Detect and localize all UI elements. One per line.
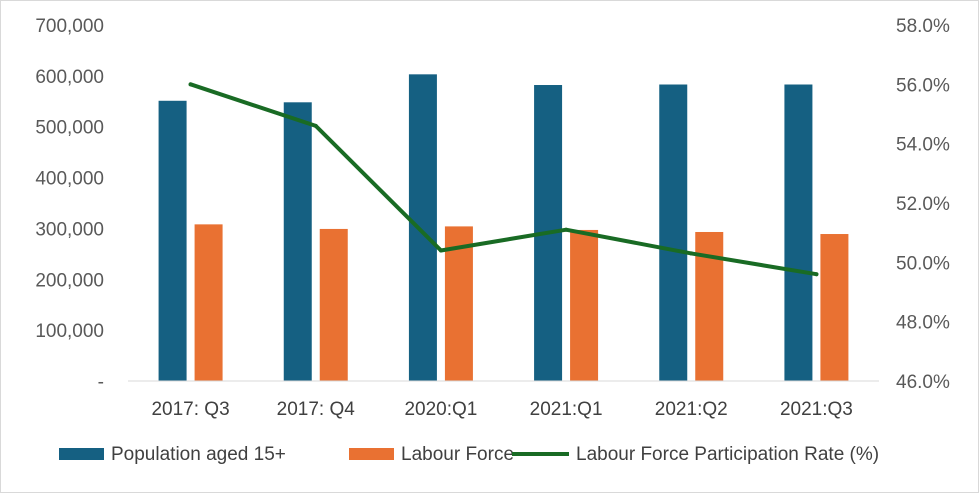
population-bar bbox=[158, 100, 187, 381]
left-tick-label: - bbox=[98, 372, 104, 393]
rate-point bbox=[814, 272, 819, 277]
labour-force-bar bbox=[194, 224, 223, 381]
right-axis: 46.0% 48.0% 50.0% 52.0% 54.0% 56.0% 58.0% bbox=[896, 16, 950, 393]
category-labels: 2017: Q3 2017: Q4 2020:Q1 2021:Q1 2021:Q2 202… bbox=[151, 399, 852, 420]
right-tick-label: 50.0% bbox=[896, 253, 950, 274]
labour-force-bar bbox=[319, 228, 348, 381]
legend: Population aged 15+ Labour Force Labour Fo… bbox=[59, 444, 879, 465]
labour-force-bar bbox=[444, 226, 473, 381]
population-bar bbox=[283, 102, 312, 381]
right-tick-label: 52.0% bbox=[896, 194, 950, 215]
legend-population-swatch bbox=[59, 448, 104, 460]
left-tick-label: 300,000 bbox=[35, 219, 104, 240]
category-label: 2020:Q1 bbox=[404, 399, 477, 420]
rate-line-series bbox=[188, 82, 819, 277]
rate-point bbox=[564, 227, 569, 232]
right-tick-label: 48.0% bbox=[896, 313, 950, 334]
right-tick-label: 56.0% bbox=[896, 75, 950, 96]
category-label: 2021:Q1 bbox=[530, 399, 603, 420]
legend-participation-rate-label: Labour Force Participation Rate (%) bbox=[576, 444, 879, 465]
right-tick-label: 58.0% bbox=[896, 16, 950, 37]
left-tick-label: 400,000 bbox=[35, 169, 104, 190]
left-axis: - 100,000 200,000 300,000 400,000 500,000 600,… bbox=[35, 16, 104, 393]
category-label: 2017: Q4 bbox=[277, 399, 356, 420]
left-tick-label: 200,000 bbox=[35, 270, 104, 291]
population-bar bbox=[408, 74, 437, 382]
right-tick-label: 46.0% bbox=[896, 372, 950, 393]
left-tick-label: 100,000 bbox=[35, 321, 104, 342]
rate-point bbox=[438, 248, 443, 253]
left-tick-label: 500,000 bbox=[35, 118, 104, 139]
right-tick-label: 54.0% bbox=[896, 135, 950, 156]
rate-line bbox=[188, 82, 819, 277]
left-tick-label: 600,000 bbox=[35, 67, 104, 88]
category-label: 2017: Q3 bbox=[151, 399, 229, 420]
labour-force-bar bbox=[570, 229, 599, 381]
bars bbox=[158, 74, 849, 382]
population-bar bbox=[659, 84, 688, 381]
legend-labour-force-label: Labour Force bbox=[401, 444, 514, 465]
category-label: 2021:Q2 bbox=[655, 399, 728, 420]
labour-force-bar bbox=[820, 234, 849, 381]
rate-point bbox=[188, 82, 193, 87]
legend-population-label: Population aged 15+ bbox=[111, 444, 286, 465]
population-bar bbox=[784, 84, 813, 381]
rate-point bbox=[689, 251, 694, 256]
legend-labour-force-swatch bbox=[349, 448, 394, 460]
rate-point bbox=[313, 123, 318, 128]
category-label: 2021:Q3 bbox=[780, 399, 853, 420]
left-tick-label: 700,000 bbox=[35, 16, 104, 37]
